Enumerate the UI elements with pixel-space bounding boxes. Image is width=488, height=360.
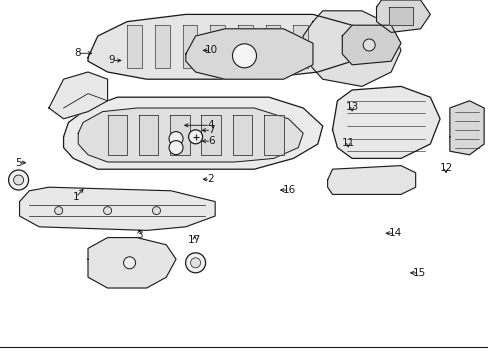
Circle shape bbox=[169, 141, 183, 154]
Text: 2: 2 bbox=[206, 174, 213, 184]
Text: 12: 12 bbox=[438, 163, 452, 174]
Circle shape bbox=[123, 257, 135, 269]
Text: 11: 11 bbox=[341, 138, 354, 148]
Polygon shape bbox=[20, 187, 215, 230]
Text: 13: 13 bbox=[345, 102, 358, 112]
Polygon shape bbox=[170, 115, 189, 155]
Circle shape bbox=[169, 132, 183, 145]
Circle shape bbox=[55, 207, 62, 215]
Text: 6: 6 bbox=[207, 136, 214, 146]
Circle shape bbox=[152, 207, 160, 215]
Polygon shape bbox=[376, 0, 429, 32]
Polygon shape bbox=[63, 97, 322, 169]
Text: 4: 4 bbox=[206, 120, 213, 130]
Circle shape bbox=[188, 130, 202, 144]
Polygon shape bbox=[201, 115, 221, 155]
Circle shape bbox=[232, 44, 256, 68]
Text: 16: 16 bbox=[282, 185, 296, 195]
Polygon shape bbox=[127, 25, 142, 68]
Polygon shape bbox=[78, 108, 303, 162]
Text: 15: 15 bbox=[412, 268, 426, 278]
Polygon shape bbox=[155, 25, 169, 68]
Text: 1: 1 bbox=[72, 192, 79, 202]
Text: 7: 7 bbox=[207, 125, 214, 135]
Circle shape bbox=[103, 207, 111, 215]
Text: 8: 8 bbox=[74, 48, 81, 58]
Circle shape bbox=[9, 170, 28, 190]
Polygon shape bbox=[388, 7, 412, 25]
Polygon shape bbox=[88, 14, 361, 79]
Text: 10: 10 bbox=[204, 45, 217, 55]
Polygon shape bbox=[327, 166, 415, 194]
Polygon shape bbox=[232, 115, 252, 155]
Polygon shape bbox=[342, 25, 400, 65]
Text: 9: 9 bbox=[108, 55, 115, 66]
Circle shape bbox=[185, 253, 205, 273]
Circle shape bbox=[190, 258, 200, 268]
Polygon shape bbox=[303, 11, 400, 86]
Text: 14: 14 bbox=[387, 228, 401, 238]
Polygon shape bbox=[49, 72, 107, 119]
Polygon shape bbox=[238, 25, 252, 68]
Polygon shape bbox=[210, 25, 224, 68]
Polygon shape bbox=[107, 115, 127, 155]
Circle shape bbox=[363, 39, 374, 51]
Text: 3: 3 bbox=[136, 230, 142, 240]
Text: 17: 17 bbox=[187, 235, 201, 246]
Polygon shape bbox=[139, 115, 158, 155]
Polygon shape bbox=[182, 25, 197, 68]
Polygon shape bbox=[264, 115, 283, 155]
Polygon shape bbox=[293, 25, 307, 68]
Polygon shape bbox=[265, 25, 280, 68]
Polygon shape bbox=[88, 238, 176, 288]
Text: 5: 5 bbox=[15, 158, 22, 168]
Circle shape bbox=[14, 175, 23, 185]
Polygon shape bbox=[449, 101, 483, 155]
Polygon shape bbox=[332, 86, 439, 158]
Polygon shape bbox=[185, 29, 312, 79]
